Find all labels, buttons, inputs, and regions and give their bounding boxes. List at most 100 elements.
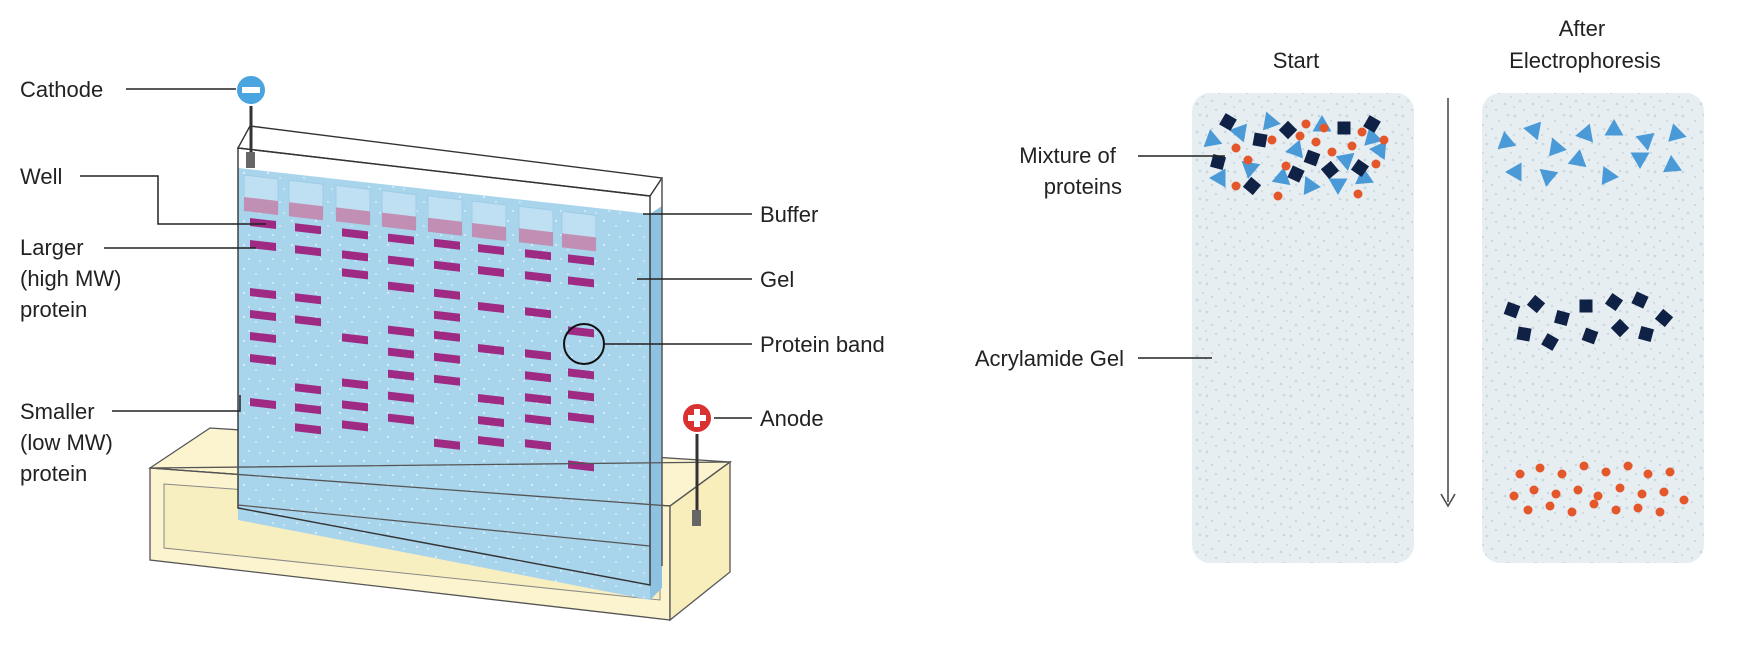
triangle-protein (1567, 149, 1587, 168)
square-protein (1526, 294, 1546, 314)
dot-protein (1243, 155, 1253, 165)
dot-protein (1637, 489, 1647, 499)
well-sample (519, 228, 553, 247)
triangle-protein (1635, 132, 1655, 151)
dot-protein (1643, 469, 1653, 479)
protein-band (525, 439, 551, 451)
separation-comparison: Start After Electrophoresis Mixture of p… (975, 16, 1704, 563)
larger-protein-label: Larger (high MW) protein (20, 235, 128, 322)
triangle-protein (1575, 123, 1594, 143)
square-protein (1242, 176, 1262, 196)
protein-band (388, 233, 414, 245)
square-protein (1337, 121, 1351, 135)
protein-band (568, 412, 594, 424)
triangle-protein (1303, 176, 1321, 196)
start-panel (1192, 93, 1414, 563)
protein-band (295, 383, 321, 395)
protein-band (568, 368, 594, 380)
dot-protein (1281, 161, 1291, 171)
protein-band (388, 255, 414, 267)
protein-band (434, 260, 460, 272)
protein-band (295, 293, 321, 305)
protein-band (295, 403, 321, 415)
larger-protein-label-line: protein (20, 297, 87, 322)
protein-band (434, 352, 460, 364)
square-protein (1541, 333, 1559, 351)
minus-circle-icon (235, 74, 267, 106)
square-protein (1503, 301, 1521, 319)
dot-protein (1659, 487, 1669, 497)
dot-protein (1679, 495, 1689, 505)
well-sample (289, 202, 323, 221)
triangle-protein (1539, 168, 1559, 187)
protein-mixture (1203, 111, 1389, 201)
protein-band (568, 254, 594, 266)
dot-protein (1379, 135, 1389, 145)
protein-band (342, 420, 368, 432)
after-title-line: Electrophoresis (1509, 48, 1661, 73)
protein-band (525, 371, 551, 383)
protein-band (250, 332, 276, 343)
smaller-protein-label: Smaller (low MW) protein (20, 399, 119, 486)
protein-bands (250, 218, 594, 472)
square-protein (1210, 154, 1226, 170)
protein-band (295, 315, 321, 327)
anode-electrode (681, 402, 713, 526)
square-protein (1303, 149, 1321, 167)
protein-band (434, 310, 460, 322)
square-protein (1610, 318, 1630, 338)
protein-band (525, 349, 551, 361)
dot-protein (1357, 127, 1367, 137)
protein-band (434, 288, 460, 300)
triangle-protein (1354, 167, 1374, 185)
protein-band (478, 344, 504, 355)
triangle-protein (1328, 178, 1348, 195)
dot-protein (1273, 191, 1283, 201)
protein-band (250, 310, 276, 321)
dot-protein (1551, 489, 1561, 499)
triangle-protein (1285, 139, 1304, 159)
dot-protein (1655, 507, 1665, 517)
dot-protein (1311, 137, 1321, 147)
protein-band (342, 378, 368, 390)
triangle-protein (1209, 168, 1226, 188)
protein-band (388, 347, 414, 359)
cathode-electrode (235, 74, 267, 168)
triangle-protein (1668, 123, 1687, 142)
triangle-protein (1523, 121, 1542, 141)
gel-wells (243, 174, 597, 252)
protein-band-label: Protein band (760, 332, 885, 357)
triangle-protein (1203, 129, 1223, 148)
smaller-protein-label-line: Smaller (20, 399, 95, 424)
larger-protein-label-line: Larger (20, 235, 84, 260)
arrow-down-icon (1440, 98, 1456, 508)
separated-dots (1509, 461, 1689, 517)
dot-protein (1573, 485, 1583, 495)
protein-band (478, 436, 504, 447)
dot-protein (1665, 467, 1675, 477)
protein-band (525, 249, 551, 261)
protein-band (478, 394, 504, 405)
protein-band (525, 414, 551, 426)
start-title: Start (1273, 48, 1319, 73)
square-protein (1638, 326, 1654, 342)
dot-protein (1327, 147, 1337, 157)
square-protein (1287, 165, 1305, 183)
protein-band (295, 423, 321, 435)
gel-apparatus: Cathode Well Larger (high MW) protein Sm… (20, 74, 885, 622)
plus-circle-icon (681, 402, 713, 434)
protein-band (434, 374, 460, 386)
triangle-protein (1364, 127, 1383, 146)
protein-band (388, 325, 414, 337)
protein-band (525, 307, 551, 319)
dot-protein (1633, 503, 1643, 513)
dot-protein (1319, 123, 1329, 133)
separated-triangles (1497, 119, 1687, 187)
protein-band (478, 302, 504, 313)
dot-protein (1593, 491, 1603, 501)
dot-protein (1301, 119, 1311, 129)
dot-protein (1601, 467, 1611, 477)
protein-band (342, 228, 368, 240)
acrylamide-gel-label: Acrylamide Gel (975, 346, 1124, 371)
dot-protein (1231, 143, 1241, 153)
